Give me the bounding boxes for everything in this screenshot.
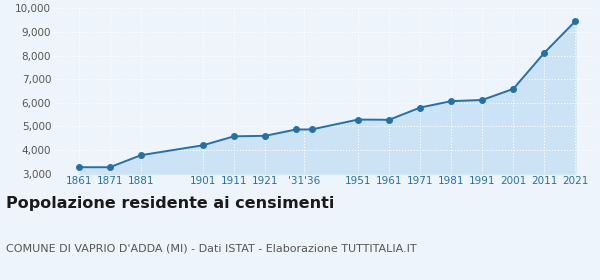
Text: COMUNE DI VAPRIO D'ADDA (MI) - Dati ISTAT - Elaborazione TUTTITALIA.IT: COMUNE DI VAPRIO D'ADDA (MI) - Dati ISTA… <box>6 244 416 254</box>
Text: Popolazione residente ai censimenti: Popolazione residente ai censimenti <box>6 196 334 211</box>
